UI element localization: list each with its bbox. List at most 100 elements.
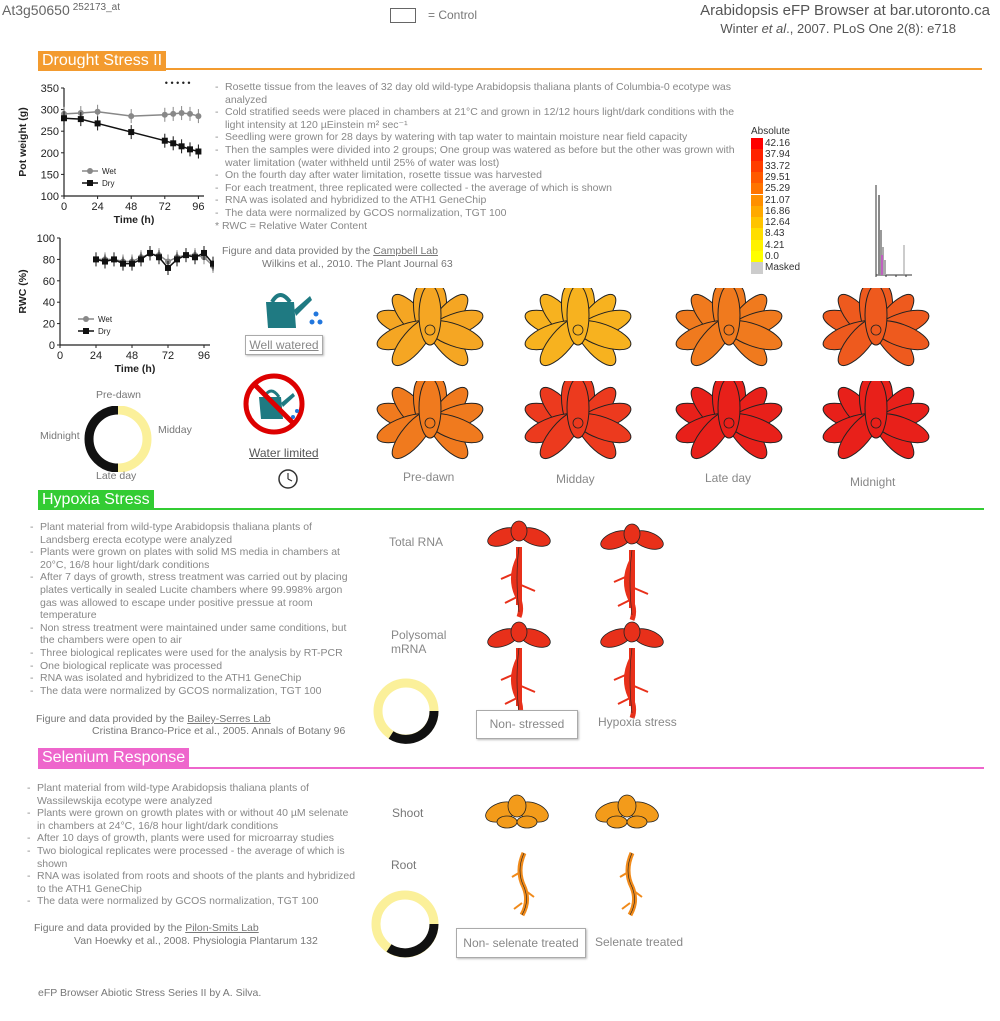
note-item: Two biological replicates were processed… [27, 845, 357, 870]
legend-swatch [751, 149, 763, 161]
y-tick-label: 0 [49, 340, 55, 352]
x-tick-label: 96 [198, 350, 210, 362]
data-point [93, 256, 99, 263]
note-item: RNA was isolated from roots and shoots o… [27, 870, 357, 895]
note-item: RNA was isolated and hybridized to the A… [215, 194, 735, 207]
note-item: One biological replicate was processed [30, 660, 358, 673]
legend-entry: Wet [98, 315, 113, 324]
rosette-water-limited-2[interactable] [659, 381, 799, 465]
data-point [201, 249, 207, 256]
legend-swatch [751, 194, 763, 206]
note-item: Then the samples were divided into 2 gro… [215, 144, 735, 169]
selenium-section-title: Selenium Response [38, 748, 190, 768]
seedling-3[interactable] [592, 618, 672, 722]
timepoint-label-midnight: Midnight [850, 475, 896, 489]
drought-notes: Rosette tissue from the leaves of 32 day… [215, 81, 735, 232]
hypoxia-stress-label: Hypoxia stress [598, 715, 677, 729]
y-tick-label: 100 [41, 191, 59, 203]
legend-value: 33.72 [765, 160, 791, 172]
drought-section-title: Drought Stress II [38, 51, 167, 71]
legend-value: 42.16 [765, 138, 791, 149]
legend-swatch [751, 160, 763, 172]
selenium-section-line [38, 767, 984, 769]
non-selenate-treated-button[interactable]: Non- selenate treated [456, 928, 586, 958]
drought-section-line [38, 68, 982, 70]
note-item: Plant material from wild-type Arabidopsi… [30, 521, 358, 546]
data-point [187, 146, 193, 153]
shoot-1[interactable] [593, 794, 661, 834]
note-item: Rosette tissue from the leaves of 32 day… [215, 81, 735, 106]
rosette-well-watered-1[interactable] [508, 288, 648, 372]
legend-swatch [751, 228, 763, 240]
x-tick-label: 72 [159, 201, 171, 213]
rosette-water-limited-0[interactable] [360, 381, 500, 465]
rosette-well-watered-2[interactable] [659, 288, 799, 372]
legend-value: 21.07 [765, 194, 791, 206]
y-tick-label: 200 [41, 148, 59, 160]
legend-value: 0.0 [765, 251, 779, 262]
root-label: Root [391, 858, 417, 872]
day-cycle-ring [84, 406, 152, 472]
root-0[interactable] [504, 851, 544, 919]
data-point [129, 260, 135, 267]
x-tick-label: 24 [90, 350, 102, 362]
gene-id: At3g50650 252173_at [2, 2, 120, 18]
drought-reference: Wilkins et al., 2010. The Plant Journal … [262, 258, 453, 270]
legend-swatch [751, 183, 763, 195]
data-point [161, 137, 168, 144]
root-1[interactable] [612, 851, 652, 919]
legend-entry: Dry [98, 327, 110, 336]
water-limited-label[interactable]: Water limited [249, 446, 319, 460]
y-tick-label: 60 [43, 276, 55, 288]
x-tick-label: 0 [61, 201, 67, 213]
legend-swatch [751, 239, 763, 251]
significance-marks: • • • • • [165, 78, 191, 88]
x-axis-label: Time (h) [115, 363, 156, 375]
legend-value: 4.21 [765, 239, 785, 251]
legend-swatch [751, 171, 763, 184]
selenium-cycle-ring [371, 890, 439, 958]
rosette-well-watered-0[interactable] [360, 288, 500, 372]
probe-id: 252173_at [72, 2, 121, 13]
well-watered-button[interactable]: Well watered [245, 335, 323, 355]
data-point [128, 129, 135, 136]
data-point [138, 256, 144, 263]
gene-id-text: At3g50650 [2, 2, 70, 18]
non-stressed-button[interactable]: Non- stressed [476, 710, 578, 739]
shoot-0[interactable] [483, 794, 551, 834]
bailey-serres-lab-link[interactable]: Bailey-Serres Lab [187, 713, 271, 725]
selenium-provider: Figure and data provided by the Pilon-Sm… [34, 922, 259, 934]
x-tick-label: 72 [162, 350, 174, 362]
legend-value: 8.43 [765, 228, 785, 240]
x-tick-label: 48 [126, 350, 138, 362]
note-item: For each treatment, three replicated wer… [215, 182, 735, 195]
x-tick-label: 48 [125, 201, 137, 213]
y-tick-label: 100 [37, 233, 55, 245]
seedling-2[interactable] [479, 618, 559, 722]
control-swatch [390, 8, 416, 23]
note-item: Plants were grown on growth plates with … [27, 807, 357, 832]
hypoxia-section-title: Hypoxia Stress [38, 490, 154, 510]
selenium-reference: Van Hoewky et al., 2008. Physiologia Pla… [74, 935, 318, 947]
x-tick-label: 0 [57, 350, 63, 362]
y-axis-label: Pot weight (g) [17, 107, 29, 176]
rosette-water-limited-1[interactable] [508, 381, 648, 465]
polysomal-label: Polysomal mRNA [391, 628, 447, 656]
pilon-smits-lab-link[interactable]: Pilon-Smits Lab [185, 922, 259, 934]
cycle-label-midnight: Midnight [40, 430, 80, 442]
selenate-treated-label: Selenate treated [595, 935, 684, 949]
data-point [120, 260, 126, 267]
data-point [210, 260, 214, 267]
shoot-label: Shoot [392, 806, 424, 820]
hypoxia-provider: Figure and data provided by the Bailey-S… [36, 713, 271, 725]
seedling-1[interactable] [592, 520, 672, 624]
campbell-lab-link[interactable]: Campbell Lab [373, 245, 438, 257]
seedling-0[interactable] [479, 517, 559, 621]
pot-weight-chart: 0 24 48 72 96 100 150 200 250 300 350 Time (h) Pot w… [17, 78, 205, 226]
data-point [170, 140, 177, 147]
data-point [147, 249, 153, 256]
rosette-well-watered-3[interactable] [806, 288, 946, 372]
rosette-water-limited-3[interactable] [806, 381, 946, 465]
timepoint-label-lateday: Late day [705, 471, 752, 485]
legend-value: 29.51 [765, 171, 791, 183]
